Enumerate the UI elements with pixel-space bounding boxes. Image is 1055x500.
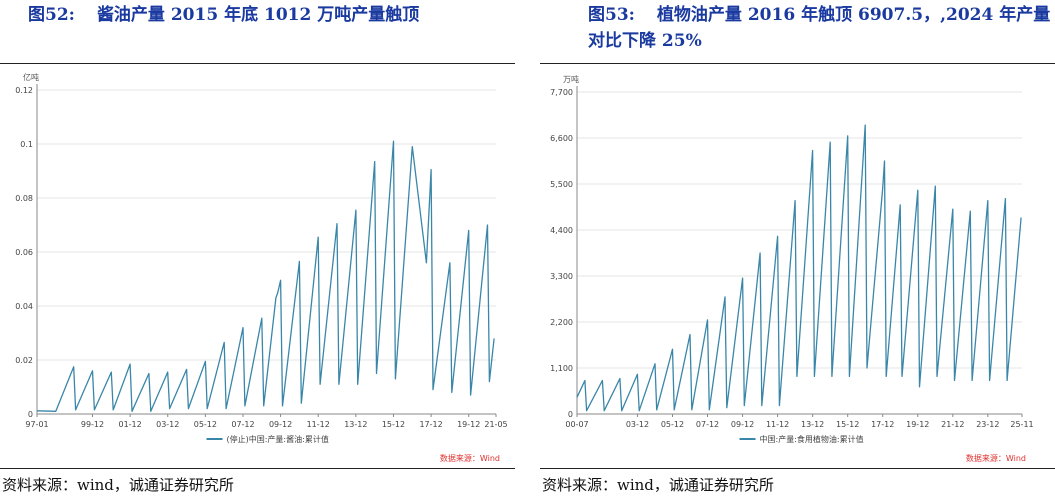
y-tick-label: 5,500 — [550, 180, 573, 189]
x-tick-label: 11-12 — [766, 420, 789, 429]
y-tick-label: 7,700 — [550, 88, 573, 97]
x-tick-label: 17-12 — [871, 420, 894, 429]
y-tick-label: 0.1 — [20, 140, 33, 149]
legend-label: (停止)中国:产量:酱油:累计值 — [227, 434, 329, 444]
y-tick-label: 1,100 — [550, 364, 573, 373]
x-tick-label: 05-12 — [661, 420, 684, 429]
y-tick-label: 3,300 — [550, 272, 573, 281]
y-tick-label: 0 — [568, 410, 573, 419]
right-title-rule — [540, 63, 1055, 64]
y-tick-label: 0.08 — [15, 194, 33, 203]
x-tick-label: 99-12 — [81, 420, 104, 429]
right-figure-title-text: 植物油产量 2016 年触顶 6907.5，,2024 年产量对比下降 25% — [588, 5, 1051, 51]
right-figure-label: 图53: — [588, 5, 635, 25]
x-tick-label: 03-12 — [156, 420, 179, 429]
x-tick-label: 17-12 — [419, 420, 442, 429]
y-tick-label: 0 — [28, 410, 33, 419]
x-tick-label: 11-12 — [307, 420, 330, 429]
data-source-note: 数据来源：Wind — [440, 453, 500, 463]
x-tick-label: 05-12 — [194, 420, 217, 429]
x-tick-label: 21-05 — [484, 420, 507, 429]
x-tick-label: 15-12 — [836, 420, 859, 429]
right-source-rule — [540, 468, 1055, 469]
y-tick-label: 0.02 — [15, 356, 33, 365]
left-source-text: 资料来源：wind，诚通证券研究所 — [2, 476, 234, 494]
x-tick-label: 09-12 — [731, 420, 754, 429]
left-figure-title: 图52: 酱油产量 2015 年底 1012 万吨产量触顶 — [28, 2, 515, 28]
data-source-note: 数据来源：Wind — [966, 453, 1026, 463]
left-source-rule — [0, 468, 515, 469]
x-tick-label: 13-12 — [344, 420, 367, 429]
x-tick-label: 23-12 — [976, 420, 999, 429]
right-figure-title: 图53: 植物油产量 2016 年触顶 6907.5，,2024 年产量对比下降 … — [588, 2, 1055, 54]
series-line — [576, 124, 1022, 412]
y-unit-label: 万吨 — [563, 74, 579, 84]
y-tick-label: 6,600 — [550, 134, 573, 143]
y-unit-label: 亿吨 — [23, 72, 39, 82]
y-tick-label: 0.12 — [15, 86, 33, 95]
x-tick-label: 21-12 — [941, 420, 964, 429]
left-figure-label: 图52: — [28, 5, 75, 25]
x-tick-label: 25-11 — [1010, 420, 1033, 429]
y-tick-label: 4,400 — [550, 226, 573, 235]
x-tick-label: 15-12 — [382, 420, 405, 429]
right-chart: 万吨 0 1,100 2,200 3,300 4,400 5,500 6,600 7,700 00… — [550, 74, 1034, 463]
x-tick-label: 97-01 — [25, 420, 48, 429]
y-tick-label: 0.06 — [15, 248, 33, 257]
x-tick-label: 09-12 — [269, 420, 292, 429]
left-chart: 亿吨 0 0.02 0.04 0.06 0.08 0.1 0.12 97-01 99-12 01-1… — [15, 72, 507, 463]
x-tick-label: 03-12 — [626, 420, 649, 429]
y-tick-label: 2,200 — [550, 318, 573, 327]
x-tick-label: 19-12 — [457, 420, 480, 429]
series-line — [36, 140, 495, 412]
left-figure-title-text: 酱油产量 2015 年底 1012 万吨产量触顶 — [96, 5, 420, 25]
x-tick-label: 00-07 — [565, 420, 588, 429]
x-tick-label: 07-12 — [231, 420, 254, 429]
x-tick-label: 13-12 — [801, 420, 824, 429]
x-tick-label: 07-12 — [696, 420, 719, 429]
y-tick-label: 0.04 — [15, 302, 33, 311]
left-title-rule — [0, 63, 515, 64]
x-tick-label: 19-12 — [906, 420, 929, 429]
legend-label: 中国:产量:食用植物油:累计值 — [760, 434, 864, 444]
x-tick-label: 01-12 — [118, 420, 141, 429]
right-source-text: 资料来源：wind，诚通证券研究所 — [542, 476, 774, 494]
